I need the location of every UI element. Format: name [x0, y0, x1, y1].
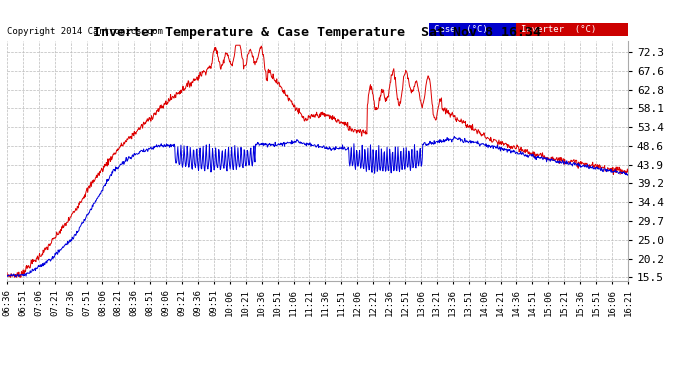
Text: Inverter  (°C): Inverter (°C): [521, 25, 596, 34]
Text: Case  (°C): Case (°C): [434, 25, 488, 34]
FancyBboxPatch shape: [429, 23, 516, 36]
FancyBboxPatch shape: [516, 23, 628, 36]
Title: Inverter Temperature & Case Temperature  Sat Nov 8 16:34: Inverter Temperature & Case Temperature …: [93, 26, 542, 39]
Text: Copyright 2014 Cartronics.com: Copyright 2014 Cartronics.com: [7, 27, 163, 36]
